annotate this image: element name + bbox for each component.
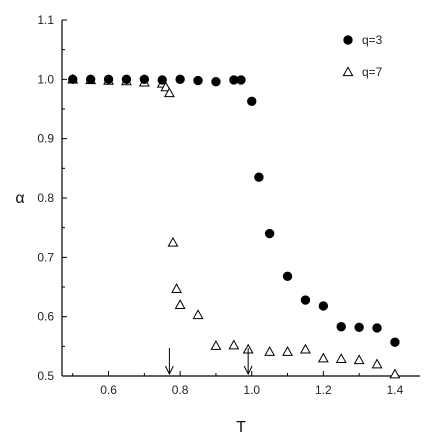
q7-point <box>163 87 175 98</box>
x-tick-label: 0.8 <box>172 383 189 397</box>
x-tick-label: 1.4 <box>387 383 404 397</box>
q3-point <box>85 74 96 85</box>
q7-point <box>335 353 347 363</box>
q3-point <box>254 172 264 182</box>
legend-label-q3: q=3 <box>362 33 383 47</box>
q7-point <box>389 368 401 379</box>
q7-point <box>171 283 183 293</box>
x-tick-label: 1.2 <box>315 383 332 397</box>
q7-point <box>167 236 179 247</box>
q7-point <box>282 346 293 356</box>
q3-point <box>354 322 364 333</box>
q3-point <box>157 75 167 85</box>
y-tick-label: 1.1 <box>37 13 54 27</box>
q7-point <box>353 354 365 365</box>
y-axis-label: α <box>15 190 24 207</box>
legend-marker-q3 <box>343 35 353 45</box>
q3-point <box>139 74 150 85</box>
y-tick-label: 0.9 <box>37 132 54 146</box>
q7-point <box>210 340 222 350</box>
legend-label-q7: q=7 <box>362 65 383 79</box>
q3-point <box>175 74 185 85</box>
q3-point <box>103 74 114 85</box>
y-tick-label: 1.0 <box>37 72 54 86</box>
x-tick-label: 0.6 <box>100 383 117 397</box>
q7-point <box>371 358 383 369</box>
q7-point <box>160 81 172 92</box>
x-axis-label: T <box>236 419 246 436</box>
q7-point <box>228 339 240 350</box>
q7-point <box>174 299 186 309</box>
q3-point <box>300 295 311 305</box>
q3-point <box>318 301 329 311</box>
q7-point <box>192 309 204 320</box>
q3-point <box>390 337 400 347</box>
arrow-head <box>164 365 174 376</box>
q3-point <box>193 75 203 86</box>
q7-point <box>317 352 329 363</box>
q7-point <box>299 343 311 354</box>
q3-point <box>336 322 346 332</box>
q3-point <box>282 271 293 282</box>
q3-point <box>211 77 221 87</box>
x-tick-label: 1.0 <box>243 383 260 397</box>
q3-point <box>68 74 78 85</box>
q3-point <box>247 96 257 106</box>
y-tick-label: 0.8 <box>37 191 54 205</box>
q3-point <box>121 74 132 85</box>
q7-point <box>264 346 276 356</box>
y-tick-label: 0.6 <box>37 310 54 324</box>
q3-point <box>236 75 246 85</box>
q3-point <box>264 228 275 239</box>
q3-point <box>372 323 382 333</box>
legend-marker-q7 <box>342 66 354 77</box>
arrow-head <box>243 365 253 376</box>
y-tick-label: 0.5 <box>37 369 54 383</box>
y-tick-label: 0.7 <box>37 250 54 264</box>
